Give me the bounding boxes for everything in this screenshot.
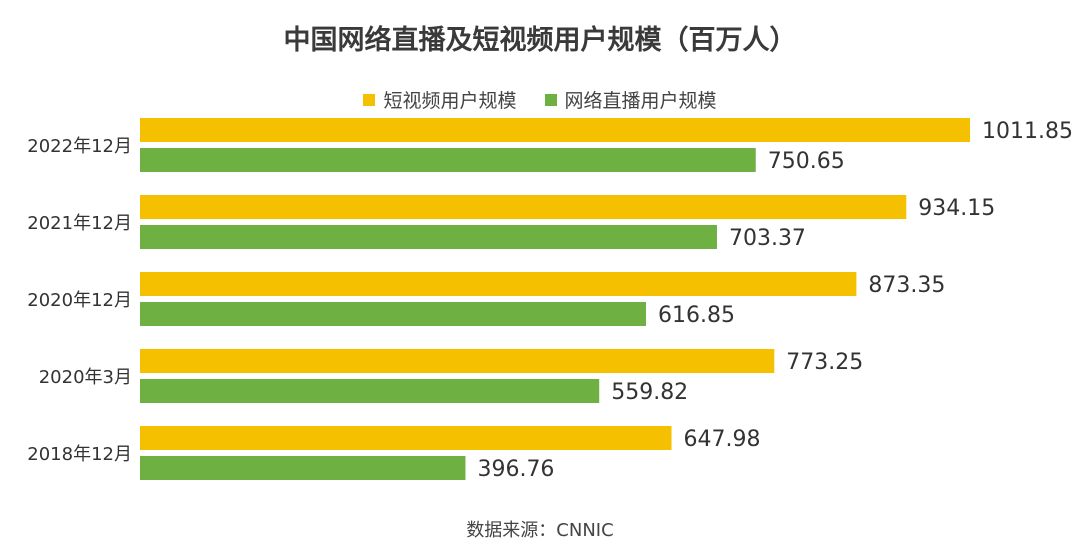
category-label: 2018年12月 bbox=[27, 444, 132, 465]
legend-label-live-stream: 网络直播用户规模 bbox=[564, 90, 717, 112]
data-source-note: 数据来源：CNNIC bbox=[466, 520, 614, 541]
legend-item-short-video: 短视频用户规模 bbox=[363, 86, 517, 113]
data-label-live-stream: 559.82 bbox=[611, 380, 688, 405]
bar-live-stream bbox=[140, 225, 717, 249]
data-label-live-stream: 396.76 bbox=[477, 457, 554, 482]
category-label: 2022年12月 bbox=[27, 136, 132, 157]
data-label-short-video: 647.98 bbox=[684, 427, 761, 452]
data-label-short-video: 773.25 bbox=[786, 350, 863, 375]
data-label-short-video: 1011.85 bbox=[982, 119, 1073, 144]
data-label-live-stream: 616.85 bbox=[658, 303, 735, 328]
category-label: 2020年3月 bbox=[39, 367, 132, 388]
legend-swatch-short-video bbox=[363, 93, 376, 106]
bar-short-video bbox=[140, 426, 672, 450]
category-label: 2020年12月 bbox=[27, 290, 132, 311]
legend-swatch-live-stream bbox=[544, 93, 557, 106]
bar-live-stream bbox=[140, 379, 600, 403]
bar-live-stream bbox=[140, 148, 756, 172]
data-label-live-stream: 750.65 bbox=[768, 149, 845, 174]
chart-title: 中国网络直播及短视频用户规模（百万人） bbox=[283, 25, 797, 56]
data-label-live-stream: 703.37 bbox=[729, 226, 806, 251]
bar-short-video bbox=[140, 349, 775, 373]
data-label-short-video: 934.15 bbox=[918, 196, 995, 221]
bar-live-stream bbox=[140, 302, 646, 326]
bar-short-video bbox=[140, 118, 970, 142]
data-label-short-video: 873.35 bbox=[868, 273, 945, 298]
bar-live-stream bbox=[140, 456, 466, 480]
legend-label-short-video: 短视频用户规模 bbox=[383, 90, 517, 112]
legend-item-live-stream: 网络直播用户规模 bbox=[544, 86, 717, 113]
chart-legend: 短视频用户规模 网络直播用户规模 bbox=[0, 86, 1080, 113]
bar-short-video bbox=[140, 195, 907, 219]
category-label: 2021年12月 bbox=[27, 213, 132, 234]
bar-short-video bbox=[140, 272, 857, 296]
